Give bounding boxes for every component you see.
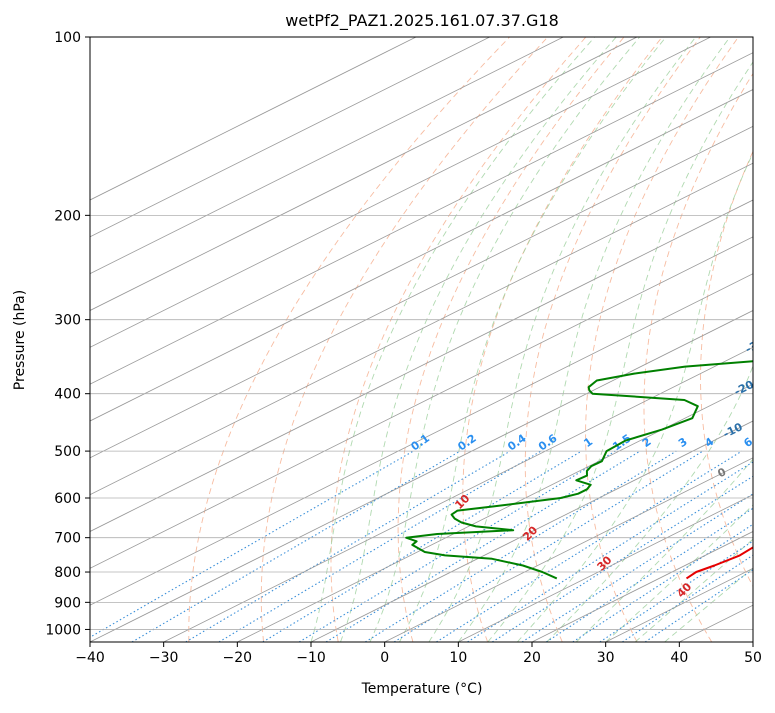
x-tick-label: 10 bbox=[449, 650, 467, 666]
x-tick-label: −20 bbox=[223, 650, 253, 666]
x-tick-label: 0 bbox=[380, 650, 389, 666]
y-tick-label: 400 bbox=[54, 387, 81, 403]
y-tick-label: 700 bbox=[54, 531, 81, 547]
y-tick-label: 200 bbox=[54, 208, 81, 224]
y-tick-label: 800 bbox=[54, 565, 81, 581]
chart-title: wetPf2_PAZ1.2025.161.07.37.G18 bbox=[285, 11, 559, 31]
x-axis-label: Temperature (°C) bbox=[361, 681, 483, 697]
x-tick-label: 30 bbox=[597, 650, 615, 666]
y-tick-label: 300 bbox=[54, 313, 81, 329]
x-tick-label: 20 bbox=[523, 650, 541, 666]
y-tick-label: 500 bbox=[54, 444, 81, 460]
y-tick-label: 1000 bbox=[45, 622, 81, 638]
y-tick-label: 600 bbox=[54, 491, 81, 507]
x-tick-label: −30 bbox=[149, 650, 179, 666]
y-tick-label: 100 bbox=[54, 30, 81, 46]
x-tick-label: 50 bbox=[744, 650, 762, 666]
y-axis-label: Pressure (hPa) bbox=[12, 290, 28, 390]
y-tick-label: 900 bbox=[54, 595, 81, 611]
x-tick-label: −10 bbox=[296, 650, 326, 666]
x-tick-label: 40 bbox=[670, 650, 688, 666]
x-tick-label: −40 bbox=[75, 650, 105, 666]
